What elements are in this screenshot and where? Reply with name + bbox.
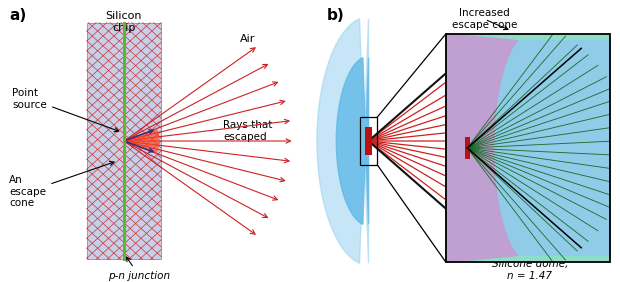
- Text: p-n junction: p-n junction: [108, 257, 171, 281]
- Text: Silicone dome,
n = 1.47: Silicone dome, n = 1.47: [492, 247, 570, 281]
- Text: Point
source: Point source: [12, 88, 118, 132]
- Bar: [446, 34, 610, 262]
- Bar: [365, 127, 373, 155]
- Text: Air: Air: [241, 34, 255, 44]
- Bar: [446, 34, 610, 262]
- Bar: [360, 117, 378, 165]
- Text: Rays that
escaped: Rays that escaped: [223, 120, 273, 142]
- Polygon shape: [495, 41, 610, 255]
- Text: Increased
escape cone: Increased escape cone: [452, 8, 517, 30]
- Text: a): a): [9, 8, 27, 23]
- Wedge shape: [124, 129, 160, 153]
- Polygon shape: [317, 19, 368, 263]
- Text: b): b): [327, 8, 344, 23]
- Bar: [465, 137, 470, 159]
- Polygon shape: [446, 34, 519, 262]
- Polygon shape: [336, 58, 368, 224]
- Bar: [87, 23, 161, 259]
- Text: Silicon
chip: Silicon chip: [106, 11, 142, 33]
- Text: An
escape
cone: An escape cone: [9, 161, 114, 208]
